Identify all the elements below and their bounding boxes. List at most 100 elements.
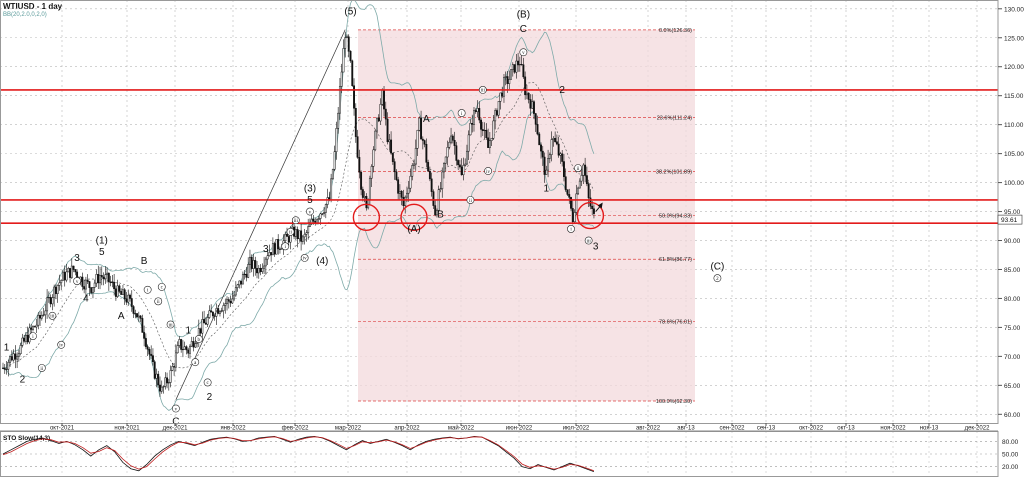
candle xyxy=(465,150,468,165)
candle xyxy=(578,180,581,189)
candle xyxy=(12,353,15,361)
candle xyxy=(284,234,287,242)
candle xyxy=(40,315,43,319)
candle xyxy=(321,213,324,215)
candle xyxy=(487,137,490,148)
candle xyxy=(531,101,534,109)
x-tick-label: июн-2022 xyxy=(506,426,533,432)
candle xyxy=(346,36,348,38)
candle xyxy=(312,218,315,222)
wave-label: A xyxy=(118,311,125,322)
candle xyxy=(109,281,112,283)
fib-level-label: 0.0%(126.36) xyxy=(659,28,692,34)
candle xyxy=(153,361,156,379)
x-tick-label: авг-13 xyxy=(677,426,695,432)
candle xyxy=(86,279,89,282)
wave-label: iii xyxy=(50,315,55,320)
wave-label-circle xyxy=(584,236,593,245)
trend-line xyxy=(175,29,346,400)
candle xyxy=(490,138,493,141)
candle xyxy=(592,208,595,214)
candle xyxy=(2,367,4,369)
candle xyxy=(308,223,311,227)
wave-label: 3 xyxy=(74,253,80,264)
candle xyxy=(238,280,241,286)
candle xyxy=(56,285,59,294)
candle xyxy=(224,303,227,306)
wave-label-circle xyxy=(281,242,290,251)
candle xyxy=(137,315,140,318)
wave-label-circle xyxy=(48,311,57,320)
candle xyxy=(90,287,93,293)
candle xyxy=(118,285,121,292)
candle xyxy=(492,120,495,139)
candle xyxy=(335,128,338,152)
wave-label: v xyxy=(175,407,178,412)
candle xyxy=(534,113,537,125)
candle xyxy=(510,69,512,80)
candle xyxy=(44,310,47,316)
candle xyxy=(278,248,281,250)
candle xyxy=(372,149,375,167)
candle xyxy=(524,76,527,96)
wave-label-circle xyxy=(478,85,487,94)
candle xyxy=(132,306,135,314)
candle xyxy=(402,197,405,206)
wave-label-circle xyxy=(466,196,475,204)
wave-label-circle xyxy=(73,277,81,285)
wave-label-circle xyxy=(57,340,66,349)
wave-label-circle xyxy=(166,320,175,329)
wave-label: v xyxy=(76,280,79,285)
candle xyxy=(464,163,467,166)
candle xyxy=(185,346,188,351)
candle xyxy=(374,130,377,151)
candle xyxy=(310,218,313,225)
candle xyxy=(379,103,382,122)
candle xyxy=(81,276,84,287)
wave-label: C xyxy=(520,24,527,35)
candle xyxy=(564,176,567,190)
candle xyxy=(501,92,504,97)
candle xyxy=(264,258,267,267)
support-circle-marker xyxy=(576,201,605,230)
candle xyxy=(47,297,50,299)
candle xyxy=(536,124,539,135)
wave-label-circle xyxy=(154,297,163,306)
candle xyxy=(353,85,355,109)
y-tick-label: 85.00 xyxy=(1004,267,1021,274)
x-tick-label: окт-2021 xyxy=(50,426,75,432)
support-circle-marker xyxy=(400,203,428,232)
wave-label: ii xyxy=(289,231,292,236)
candle xyxy=(159,384,161,392)
candle xyxy=(95,274,98,284)
candle xyxy=(259,267,262,272)
candle xyxy=(227,299,230,302)
candle xyxy=(358,157,361,173)
candle xyxy=(444,156,447,164)
candle xyxy=(114,288,117,297)
candle xyxy=(435,210,438,216)
fib-level-label: 61.8%(86.77) xyxy=(659,257,692,263)
stoch-tick-label: 50.00 xyxy=(1002,452,1019,459)
candle xyxy=(566,189,569,195)
candle xyxy=(164,377,167,387)
candle xyxy=(76,271,79,279)
wave-label-circle xyxy=(203,378,212,387)
candle xyxy=(173,366,176,368)
wave-label-circle xyxy=(143,285,152,294)
candle xyxy=(587,183,590,199)
candle xyxy=(123,289,126,300)
candle xyxy=(457,160,460,166)
candle xyxy=(376,117,378,132)
candle xyxy=(319,213,322,219)
candle xyxy=(548,154,551,159)
candle xyxy=(83,286,86,290)
candle xyxy=(413,163,415,166)
candle xyxy=(220,310,223,312)
candle xyxy=(541,150,544,158)
candle xyxy=(474,110,477,112)
candle xyxy=(538,133,541,146)
wave-label: iv xyxy=(486,170,490,175)
stoch-d-line xyxy=(2,436,595,472)
